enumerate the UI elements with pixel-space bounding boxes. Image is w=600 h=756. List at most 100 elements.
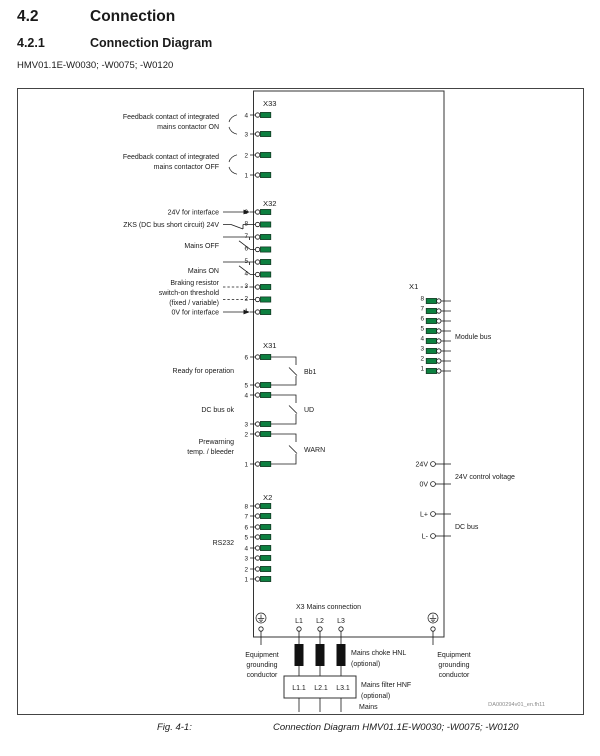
filter-label: (optional) — [361, 693, 390, 700]
terminal-lplus-label: L+ — [420, 512, 428, 519]
power-terminals: 24V 0V L+ L- 24V control voltage DC bus — [416, 461, 515, 541]
connector-x1: X1 8 7 6 5 4 3 2 — [409, 282, 492, 374]
x32-mains-off-label: Mains OFF — [184, 243, 219, 250]
x3-title: X3 Mains connection — [296, 604, 361, 611]
x32-braking-label: Braking resistor — [170, 280, 219, 287]
l3-label: L3 — [337, 618, 345, 625]
mains-off-switch — [223, 236, 251, 250]
x33-off-label: Feedback contact of integrated — [123, 154, 219, 161]
contact-warn — [271, 433, 298, 465]
connection-diagram: X33 4 3 2 1 Feedback contact of integrat… — [123, 90, 545, 712]
choke-block — [294, 644, 304, 666]
x31-dcbus-label: DC bus ok — [201, 407, 234, 414]
pin-number: 6 — [244, 245, 248, 252]
model-list: HMV01.1E-W0030; -W0075; -W0120 — [17, 60, 174, 71]
x32-24v-label: 24V for interface — [168, 210, 219, 217]
grounding-left-label: conductor — [247, 672, 278, 679]
section-number: 4.2 — [17, 8, 39, 25]
connector-x1-label: X1 — [409, 282, 418, 291]
grounding-right-label: Equipment — [437, 652, 471, 659]
caption-label: Fig. 4-1: — [157, 722, 192, 733]
pin-number: 3 — [244, 283, 248, 290]
pin-number: 5 — [244, 258, 248, 265]
pin-number: 7 — [244, 233, 248, 240]
arrowhead — [243, 309, 250, 315]
contact-ud — [271, 394, 298, 425]
pin-number: 6 — [420, 315, 424, 322]
mains-label: Mains — [359, 704, 378, 711]
subsection-number: 4.2.1 — [17, 36, 45, 50]
x33-on-label: mains contactor ON — [157, 124, 219, 131]
phase-leads-bottom — [298, 698, 342, 712]
pin-number: 3 — [420, 345, 424, 352]
connector-x2-label: X2 — [263, 493, 272, 502]
pin-number: 2 — [244, 431, 248, 438]
connector-x32-label: X32 — [263, 199, 277, 208]
mains-on-switch — [223, 261, 251, 275]
pin-number: 4 — [244, 545, 248, 552]
filter-pin-label: L3.1 — [336, 685, 350, 692]
pin-number: 2 — [244, 566, 248, 573]
contact-bb1-label: Bb1 — [304, 369, 317, 376]
contact-bb1 — [271, 356, 298, 386]
terminal-24v-label: 24V — [416, 462, 429, 469]
pin-number: 5 — [244, 382, 248, 389]
pin-number: 2 — [420, 355, 424, 362]
x32-braking-label: switch-on threshold — [159, 290, 219, 297]
choke-label: (optional) — [351, 661, 380, 668]
x33-on-label: Feedback contact of integrated — [123, 114, 219, 121]
pin-number: 4 — [420, 335, 424, 342]
arrowhead — [243, 209, 250, 215]
filter-label: Mains filter HNF — [361, 682, 411, 689]
pin-number: 8 — [420, 295, 424, 302]
pin-number: 1 — [244, 461, 248, 468]
section-title: Connection — [90, 8, 176, 25]
x31-prewarn-label: Prewarning — [199, 439, 235, 446]
pin-number: 2 — [244, 152, 248, 159]
x2-rs232-label: RS232 — [213, 540, 235, 547]
subsection-title: Connection Diagram — [90, 36, 213, 50]
caption-text: Connection Diagram HMV01.1E-W0030; -W007… — [273, 722, 519, 733]
pin-number: 2 — [244, 295, 248, 302]
grounding-right-label: conductor — [439, 672, 470, 679]
filter-pin-label: L2.1 — [314, 685, 328, 692]
choke-block — [336, 644, 346, 666]
phase-leads-mid — [298, 666, 342, 676]
x32-braking-label: (fixed / variable) — [169, 300, 219, 307]
terminal-0v-label: 0V — [419, 482, 428, 489]
x31-prewarn-label: temp. / bleeder — [187, 449, 234, 456]
x33-off-label: mains contactor OFF — [154, 164, 219, 171]
connector-x2: X2 8 7 6 5 4 3 2 — [213, 493, 273, 583]
phase-leads-top — [298, 631, 342, 644]
l2-label: L2 — [316, 618, 324, 625]
pin-number: 3 — [244, 555, 248, 562]
module-bus-label: Module bus — [455, 334, 492, 341]
x31-pins: 6 5 4 3 2 1 — [244, 354, 272, 468]
dc-bus-label: DC bus — [455, 524, 479, 531]
l1-label: L1 — [295, 618, 303, 625]
x1-pins: 8 7 6 5 4 3 2 1 — [420, 295, 451, 374]
choke-label: Mains choke HNL — [351, 650, 406, 657]
grounding-left-label: Equipment — [245, 652, 279, 659]
pin-number: 3 — [244, 131, 248, 138]
filter-pin-label: L1.1 — [292, 685, 306, 692]
connector-x32: X32 9 8 7 6 5 4 — [123, 199, 276, 317]
choke-block — [315, 644, 325, 666]
brace-off — [228, 154, 238, 175]
pin-number: 5 — [244, 534, 248, 541]
brace-on — [228, 114, 238, 135]
x31-ready-label: Ready for operation — [173, 368, 235, 375]
connector-x33: X33 4 3 2 1 Feedback contact of integrat… — [123, 99, 277, 179]
section-heading: 4.2 Connection — [17, 8, 175, 26]
device-outline — [253, 90, 445, 638]
pin-number: 1 — [244, 576, 248, 583]
subsection-heading: 4.2.1 Connection Diagram — [17, 36, 212, 50]
pin-number: 7 — [244, 513, 248, 520]
x2-pins: 8 7 6 5 4 3 2 1 — [244, 503, 272, 583]
x33-pins: 4 3 2 1 — [244, 112, 272, 179]
pin-number: 4 — [244, 392, 248, 399]
braking-dashed-lines — [223, 286, 250, 300]
x32-zks-label: ZKS (DC bus short circuit) 24V — [123, 222, 219, 229]
pin-number: 5 — [420, 325, 424, 332]
